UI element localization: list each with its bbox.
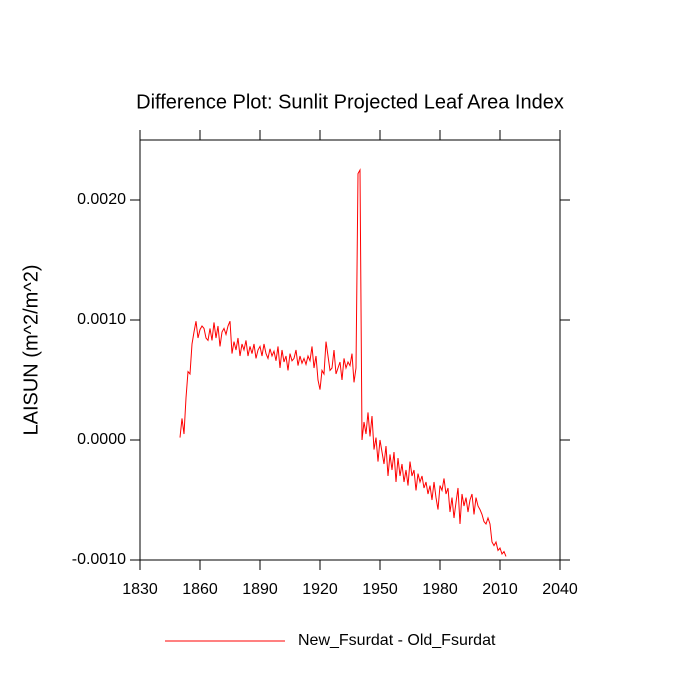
x-tick-label: 2040 bbox=[542, 581, 578, 598]
legend-label: New_Fsurdat - Old_Fsurdat bbox=[298, 632, 496, 649]
data-line bbox=[179, 168, 507, 557]
y-tick-label: -0.0010 bbox=[72, 551, 126, 568]
y-axis-label: LAISUN (m^2/m^2) bbox=[20, 264, 42, 435]
x-tick-label: 1830 bbox=[122, 581, 158, 598]
y-tick-label: 0.0020 bbox=[77, 191, 126, 208]
x-tick-label: 2010 bbox=[482, 581, 518, 598]
x-tick-label: 1950 bbox=[362, 581, 398, 598]
x-tick-label: 1890 bbox=[242, 581, 278, 598]
y-tick-label: 0.0010 bbox=[77, 311, 126, 328]
x-tick-label: 1860 bbox=[182, 581, 218, 598]
x-tick-label: 1980 bbox=[422, 581, 458, 598]
y-tick-label: 0.0000 bbox=[77, 431, 126, 448]
x-tick-label: 1920 bbox=[302, 581, 338, 598]
plot-frame bbox=[139, 139, 561, 561]
chart-title: Difference Plot: Sunlit Projected Leaf A… bbox=[136, 91, 564, 113]
